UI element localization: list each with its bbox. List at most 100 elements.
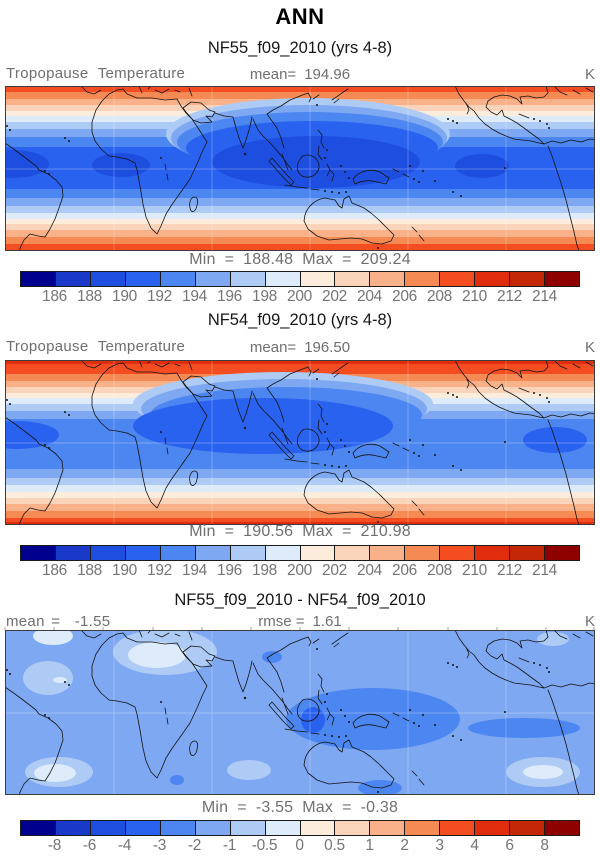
equals-sign: = (224, 523, 235, 540)
colorbar-tick-label: -3 (152, 837, 167, 854)
colorbar-cell (125, 821, 161, 835)
panel2-title: NF54_f09_2010 (yrs 4-8) (207, 311, 393, 329)
colorbar-tick-label: 0 (295, 837, 304, 854)
equals-sign: = (342, 523, 352, 540)
map-border (5, 360, 595, 525)
min-value: -3.55 (255, 799, 294, 816)
colorbar-tick-label: 186 (42, 562, 67, 579)
colorbar-cell (21, 821, 56, 835)
colorbar-cell (370, 546, 406, 560)
panel2-contour-cores (5, 372, 587, 454)
panel1-contour-cores (5, 98, 509, 188)
panel3-colorbar (20, 820, 580, 836)
panel3-difference-field (5, 630, 595, 795)
panel2-minmax: Min = 190.56 Max = 210.98 (10, 523, 590, 541)
mean-value: -1.55 (74, 613, 111, 630)
min-label: Min (201, 799, 229, 816)
colorbar-tick-label: 212 (497, 562, 522, 579)
mean-value: 196.50 (304, 339, 351, 356)
colorbar-cell (160, 546, 196, 560)
max-value: 210.98 (360, 523, 411, 540)
mean-label: mean= (249, 66, 297, 83)
colorbar-cell (160, 272, 196, 286)
colorbar-cell (265, 546, 301, 560)
map-border (5, 630, 595, 795)
colorbar-tick-label: 6 (505, 837, 514, 854)
colorbar-tick-label: 186 (42, 288, 67, 305)
colorbar-tick-label: 194 (182, 288, 207, 305)
colorbar-cell (265, 272, 301, 286)
colorbar-tick-label: 206 (392, 562, 417, 579)
panel1-field-label: Tropopause Temperature (6, 65, 186, 82)
equals-sign: = (342, 251, 352, 268)
colorbar-cell (475, 821, 511, 835)
panel3-minmax: Min = -3.55 Max = -0.38 (10, 799, 590, 817)
colorbar-tick-label: 204 (357, 288, 382, 305)
colorbar-tick-label: 196 (217, 288, 242, 305)
page-title: ANN (275, 4, 325, 29)
colorbar-tick-label: 196 (217, 562, 242, 579)
panel1-colorbar (20, 271, 580, 287)
max-label: Max (302, 523, 334, 540)
colorbar-tick-label: 4 (470, 837, 479, 854)
rmse-value: 1.61 (312, 613, 342, 630)
colorbar-tick-label: -4 (117, 837, 132, 854)
colorbar-cell (335, 546, 371, 560)
colorbar-tick-label: -1 (222, 837, 237, 854)
colorbar-cell (300, 272, 336, 286)
min-value: 188.48 (243, 251, 294, 268)
colorbar-cell (475, 546, 511, 560)
panel2-field-label: Tropopause Temperature (6, 338, 186, 355)
panel3-colorbar-labels: -8 -6 -4 -3 -2 -1 -0.5 0 0.5 1 2 3 4 6 8 (20, 837, 580, 855)
longitude-ticks (4, 627, 595, 630)
colorbar-tick-label: -8 (47, 837, 62, 854)
panel1-title: NF55_f09_2010 (yrs 4-8) (207, 39, 393, 57)
panel1-minmax: Min = 188.48 Max = 209.24 (10, 251, 590, 269)
colorbar-cell (440, 546, 476, 560)
min-label: Min (189, 523, 216, 540)
map-border (5, 86, 595, 251)
colorbar-tick-label: 200 (287, 288, 312, 305)
panel2-units: K (584, 339, 595, 356)
panel2-colorbar-labels: 186 188 190 192 194 196 198 200 202 204 206 208 210 2… (20, 562, 580, 580)
colorbar-tick-label: 194 (182, 562, 207, 579)
colorbar-tick-label: 214 (532, 288, 557, 305)
colorbar-tick-label: 202 (322, 562, 347, 579)
panel1-mean: mean= 194.96 (0, 66, 600, 83)
colorbar-tick-label: 214 (532, 562, 557, 579)
colorbar-tick-label: -2 (187, 837, 202, 854)
panel3-rmse: rmse = 1.61 (0, 613, 600, 630)
mean-value: 194.96 (304, 66, 351, 83)
colorbar-tick-label: 200 (287, 562, 312, 579)
max-label: Max (302, 251, 334, 268)
colorbar-cell (195, 546, 231, 560)
colorbar-cell (90, 272, 126, 286)
panel2-colorbar (20, 545, 580, 561)
colorbar-tick-label: 190 (112, 288, 137, 305)
max-value: -0.38 (360, 799, 399, 816)
panel3-title: NF55_f09_2010 - NF54_f09_2010 (174, 591, 426, 609)
colorbar-cell (300, 546, 336, 560)
colorbar-tick-label: 202 (322, 288, 347, 305)
mean-label: mean = (6, 613, 61, 630)
colorbar-tick-label: 192 (147, 288, 172, 305)
colorbar-cell (335, 272, 371, 286)
colorbar-cell (545, 272, 579, 286)
colorbar-cell (265, 821, 301, 835)
colorbar-cell (335, 821, 371, 835)
colorbar-tick-label: 198 (252, 288, 277, 305)
colorbar-tick-label: 208 (427, 288, 452, 305)
min-label: Min (189, 251, 216, 268)
colorbar-cell (230, 821, 266, 835)
colorbar-tick-label: 204 (357, 562, 382, 579)
colorbar-cell (370, 821, 406, 835)
colorbar-tick-label: 210 (462, 562, 487, 579)
colorbar-tick-label: 212 (497, 288, 522, 305)
colorbar-cell (405, 821, 441, 835)
mean-label: mean= (249, 339, 297, 356)
colorbar-cell (300, 821, 336, 835)
colorbar-cell (125, 546, 161, 560)
colorbar-cell (475, 272, 511, 286)
rmse-label: rmse = (258, 613, 305, 630)
